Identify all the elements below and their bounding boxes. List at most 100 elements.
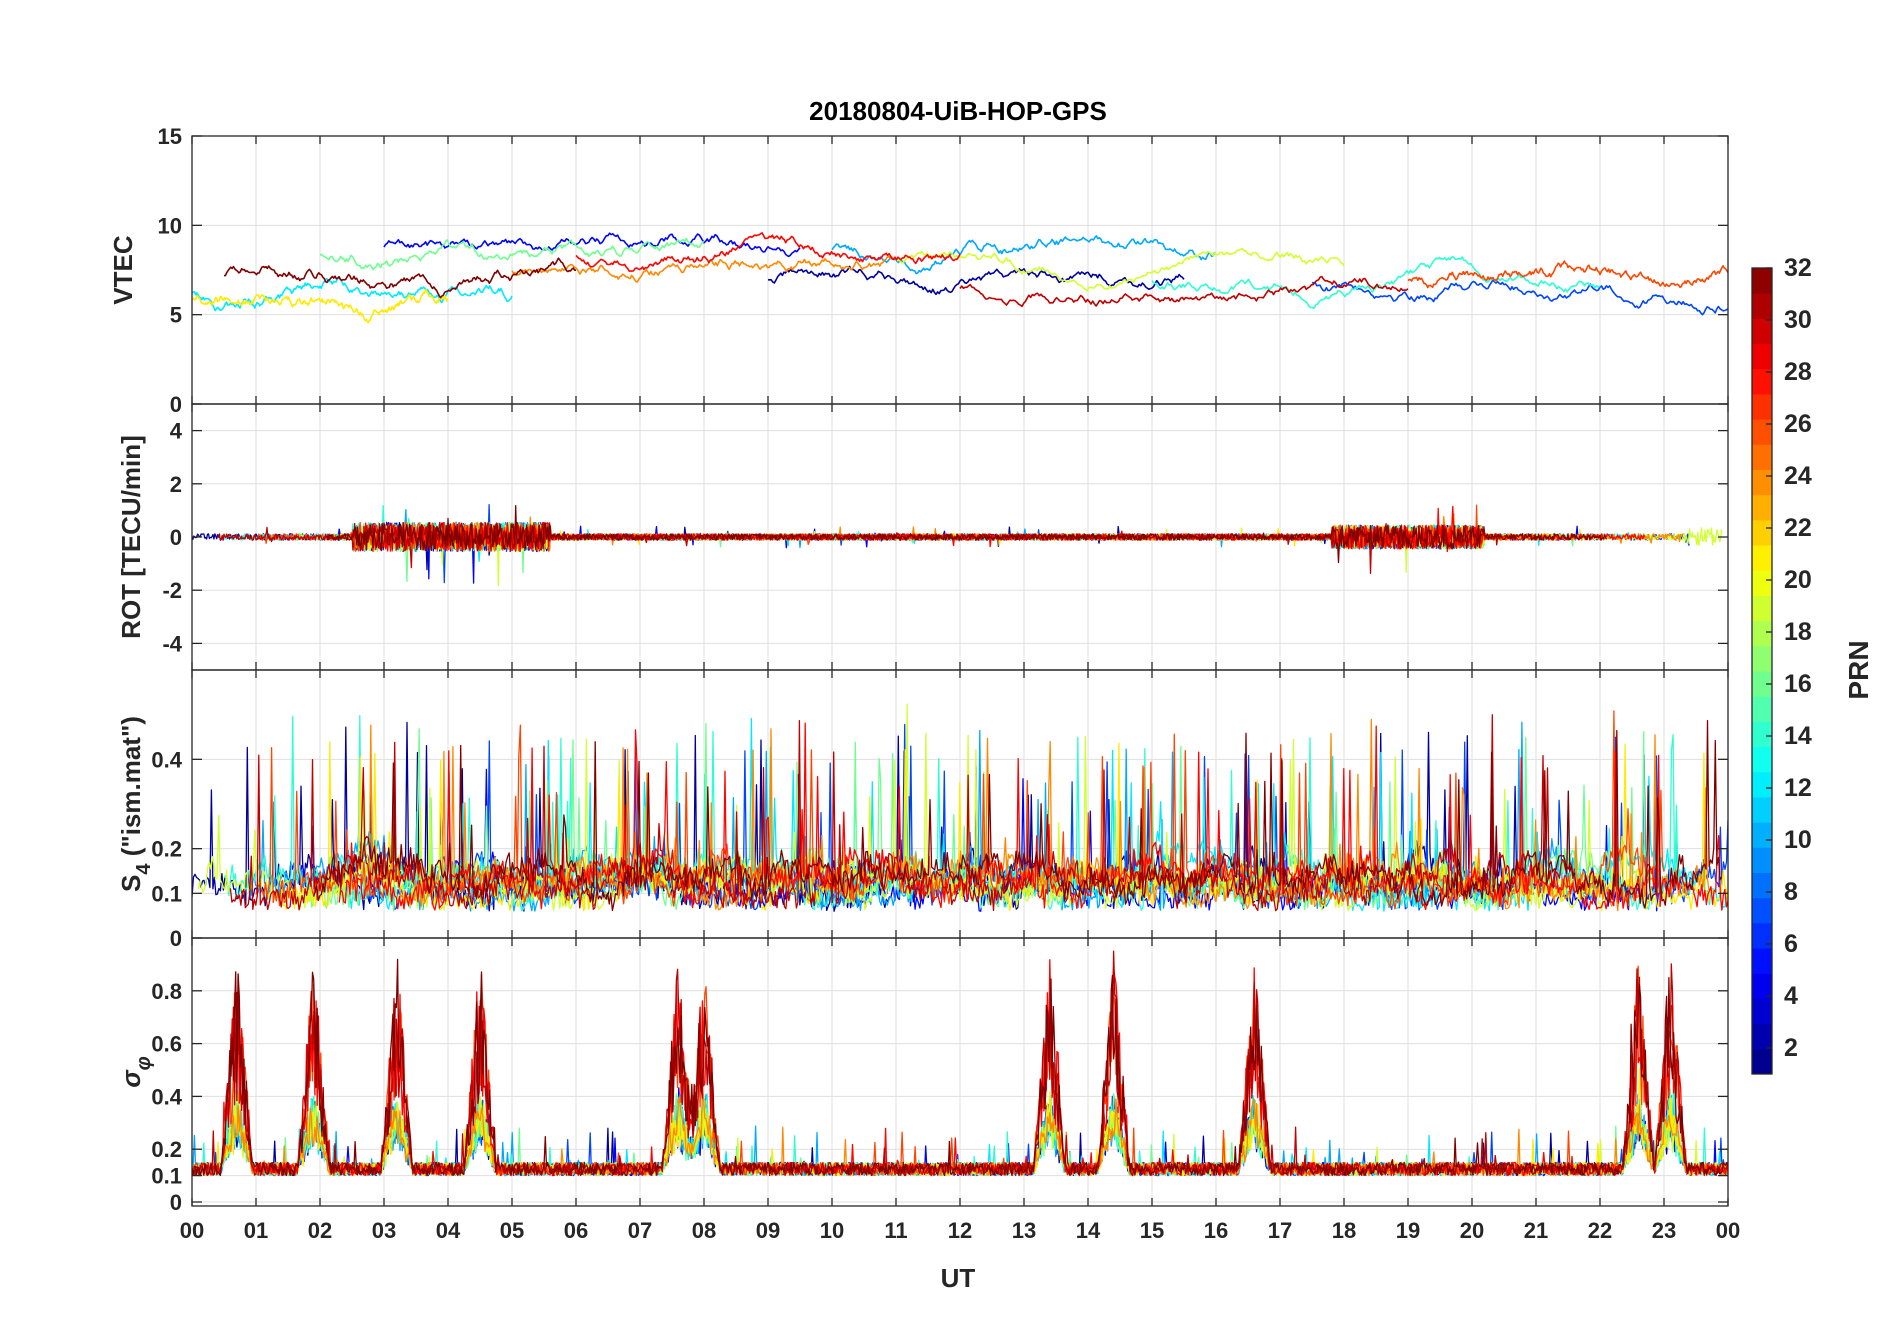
x-tick-label: 08	[692, 1218, 716, 1243]
panel-sigma: 00.10.2 0.4 0.6 0.8 σφ	[116, 937, 1729, 1215]
x-axis-label: UT	[941, 1263, 976, 1293]
x-tick-label: 12	[948, 1218, 972, 1243]
series-line-prn-30	[959, 275, 1409, 308]
series-line-prn-5	[383, 232, 801, 258]
colorbar-tick-label: 12	[1784, 774, 1812, 802]
series-line-prn-5	[274, 750, 1684, 912]
panel-sigma-yticks: 00.10.2 0.4 0.6 0.8	[151, 979, 1728, 1215]
colorbar-segment	[1752, 998, 1772, 1025]
colorbar-segment	[1752, 671, 1772, 697]
panel-s4-yticks: 0 0.1 0.2 0.4	[151, 747, 1728, 951]
colorbar-segment	[1752, 419, 1772, 445]
colorbar-tick-label: 8	[1784, 878, 1798, 906]
colorbar-tick-label: 24	[1784, 462, 1812, 490]
series-line-prn-28	[575, 232, 961, 272]
y-tick-label: 0.2	[151, 837, 182, 862]
colorbar-tick-label: 28	[1784, 358, 1812, 386]
series-line-prn-28	[338, 722, 1728, 911]
series-line-prn-32	[325, 505, 1608, 564]
colorbar-tick-label: 6	[1784, 930, 1798, 958]
x-tick-label: 10	[820, 1218, 844, 1243]
colorbar-segment	[1752, 696, 1772, 722]
colorbar-tick-label: 2	[1784, 1034, 1798, 1062]
colorbar-segment	[1752, 771, 1772, 798]
x-tick-label: 17	[1268, 1218, 1292, 1243]
y-tick-label: 0.1	[151, 1164, 182, 1189]
x-tick-label: 09	[756, 1218, 780, 1243]
colorbar-tick-label: 10	[1784, 826, 1812, 854]
y-tick-label: 15	[158, 124, 182, 149]
y-tick-label: 0	[170, 392, 182, 417]
series-line-prn-14	[1151, 256, 1601, 309]
y-tick-label: -2	[162, 578, 182, 603]
y-tick-label: 4	[170, 419, 183, 444]
colorbar-segment	[1752, 393, 1772, 420]
x-tick-label: 13	[1012, 1218, 1036, 1243]
x-tick-label: 02	[308, 1218, 332, 1243]
series-line-prn-26	[1407, 260, 1728, 289]
colorbar-segment	[1752, 746, 1772, 773]
series-line-prn-21	[192, 289, 449, 324]
colorbar-segment	[1752, 519, 1772, 546]
y-tick-label: 5	[170, 303, 182, 328]
colorbar-segment	[1752, 570, 1772, 596]
colorbar-segment	[1752, 1048, 1772, 1075]
panel-rot: -4 -2 0 2 4 ROT [TECU/min]	[116, 403, 1729, 671]
y-tick-label: 0.4	[151, 747, 182, 772]
colorbar-segment	[1752, 469, 1772, 496]
series-line-prn-16	[319, 237, 705, 271]
colorbar-segment	[1752, 645, 1772, 672]
y-tick-label: 2	[170, 472, 182, 497]
colorbar-segment	[1752, 444, 1772, 470]
series-line-prn-24	[511, 255, 897, 283]
colorbar-tick-label: 16	[1784, 670, 1812, 698]
panel-vtec-ylabel: VTEC	[108, 235, 138, 305]
colorbar-segment	[1752, 318, 1772, 345]
x-tick-label: 16	[1204, 1218, 1228, 1243]
colorbar-tick-label: 14	[1784, 722, 1812, 750]
y-tick-label: 0	[170, 926, 182, 951]
colorbar-gradient	[1752, 268, 1772, 1075]
panel-vtec-yticks: 0 5 10 15	[158, 124, 1728, 417]
y-tick-label: 0	[170, 1190, 182, 1215]
x-tick-label: 11	[884, 1218, 907, 1243]
panel-sigma-ylabel: σφ	[116, 1056, 155, 1087]
ylabel-subscript: φ	[133, 1056, 155, 1070]
colorbar-tick-label: 20	[1784, 566, 1812, 594]
y-tick-label: 0.6	[151, 1032, 182, 1057]
colorbar-tick-label: 32	[1784, 254, 1812, 282]
x-tick-label: 00	[1716, 1218, 1740, 1243]
colorbar-segment	[1752, 796, 1772, 823]
colorbar-segment	[1752, 847, 1772, 873]
colorbar-segment	[1752, 948, 1772, 974]
x-tick-label: 06	[564, 1218, 588, 1243]
panel-vtec-xticks	[191, 136, 1729, 404]
x-tick-label: 00	[180, 1218, 204, 1243]
y-tick-label: -4	[162, 631, 182, 656]
colorbar-segment	[1752, 897, 1772, 924]
x-tick-label: 19	[1396, 1218, 1420, 1243]
colorbar-segment	[1752, 343, 1772, 370]
x-tick-label: 21	[1524, 1218, 1548, 1243]
y-tick-label: 0	[170, 525, 182, 550]
panel-s4-ylabel: S4 ("ism.mat")	[116, 716, 155, 892]
series-line-prn-30	[229, 714, 1576, 912]
colorbar-segment	[1752, 293, 1772, 319]
x-tick-label: 23	[1652, 1218, 1676, 1243]
y-tick-label: 0.1	[151, 881, 182, 906]
colorbar-segment	[1752, 620, 1772, 647]
colorbar-tick-label: 4	[1784, 982, 1798, 1010]
panel-sigma-xticks	[191, 938, 1729, 1206]
x-tick-label: 05	[500, 1218, 524, 1243]
panel-rot-series	[192, 504, 1723, 587]
ylabel-main: σ	[116, 1069, 146, 1088]
panel-vtec-series	[192, 232, 1728, 324]
x-tick-label: 18	[1332, 1218, 1356, 1243]
colorbar-segment	[1752, 721, 1772, 748]
x-tick-label: 01	[244, 1218, 268, 1243]
x-tick-label: 03	[372, 1218, 396, 1243]
